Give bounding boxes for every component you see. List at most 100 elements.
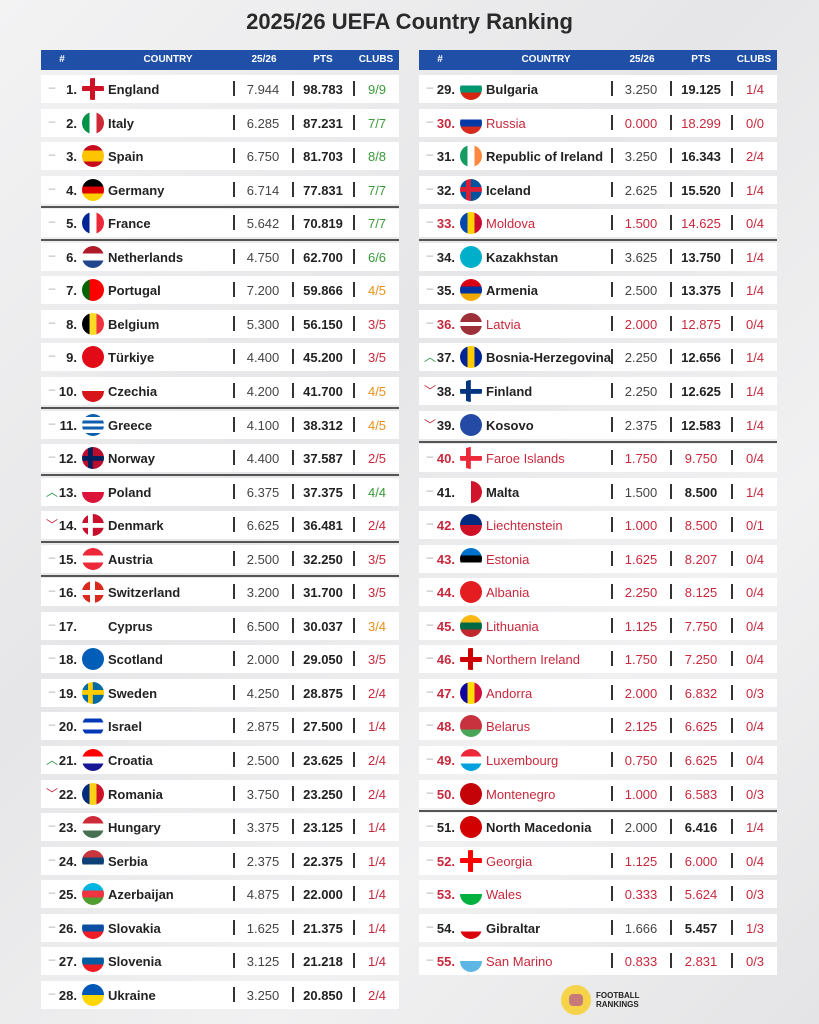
divider (233, 684, 235, 700)
trend-same-icon: – (426, 516, 434, 531)
season-points: 1.666 (624, 920, 658, 936)
divider (353, 181, 355, 197)
trend-same-icon: – (426, 583, 434, 598)
total-points: 22.000 (303, 887, 343, 903)
season-points: 0.833 (624, 954, 658, 970)
table-header: # COUNTRY 25/26 PTS CLUBS (419, 50, 777, 70)
flag-icon (460, 178, 482, 201)
divider (292, 819, 294, 835)
total-points: 6.416 (684, 820, 718, 836)
divider (731, 349, 733, 365)
rank: 36. (436, 316, 455, 332)
rank: 41. (436, 484, 455, 500)
clubs-remaining: 4/5 (367, 417, 387, 433)
country-name: Denmark (108, 518, 164, 534)
clubs-remaining: 3/5 (367, 316, 387, 332)
clubs-remaining: 1/4 (745, 249, 765, 265)
divider (611, 785, 613, 801)
divider (731, 416, 733, 432)
table-row: –10. Czechia 4.200 41.700 4/5 (41, 376, 399, 405)
flag-icon (82, 749, 104, 771)
rank: 38. (436, 383, 455, 399)
rank: 22. (58, 786, 77, 802)
rank: 8. (66, 316, 77, 332)
divider (670, 382, 672, 398)
divider (233, 81, 235, 96)
table-row: ︿ 21. Croatia 2.500 23.625 2/4 (41, 746, 399, 774)
total-points: 8.207 (684, 551, 718, 567)
clubs-remaining: 6/6 (367, 249, 387, 265)
season-points: 2.500 (246, 551, 280, 567)
divider (731, 517, 733, 533)
rank: 28. (58, 987, 77, 1003)
rank: 45. (436, 618, 455, 634)
rank: 21. (58, 753, 77, 768)
clubs-remaining: 4/5 (367, 383, 387, 399)
table-row: –32. Iceland 2.625 15.520 1/4 (419, 175, 777, 204)
trend-same-icon: – (426, 751, 434, 765)
season-points: 3.250 (624, 82, 658, 97)
clubs-remaining: 0/4 (745, 618, 765, 634)
total-points: 8.125 (684, 585, 718, 601)
divider (731, 852, 733, 868)
rank: 13. (58, 484, 77, 500)
divider (233, 819, 235, 835)
season-points: 3.200 (246, 585, 280, 601)
table-row: –34. Kazakhstan 3.625 13.750 1/4 (419, 242, 777, 271)
divider (731, 282, 733, 298)
header-season: 25/26 (629, 54, 655, 65)
divider (611, 282, 613, 298)
header-clubs: CLUBS (736, 54, 772, 65)
rank: 46. (436, 652, 455, 668)
total-points: 45.200 (303, 350, 343, 366)
flag-icon (82, 413, 104, 436)
divider (233, 919, 235, 935)
country-name: Andorra (486, 685, 533, 701)
clubs-remaining: 0/4 (745, 316, 765, 332)
trend-same-icon: – (48, 80, 56, 94)
total-points: 2.831 (684, 954, 718, 970)
total-points: 37.587 (303, 451, 343, 467)
divider (233, 349, 235, 365)
season-points: 1.000 (624, 518, 658, 534)
clubs-remaining: 1/4 (745, 383, 765, 399)
divider (731, 114, 733, 130)
flag-icon (82, 312, 104, 335)
season-points: 2.125 (624, 719, 658, 735)
clubs-remaining: 3/5 (367, 350, 387, 366)
divider (233, 550, 235, 566)
season-points: 4.400 (246, 350, 280, 366)
clubs-remaining: 0/4 (745, 853, 765, 869)
season-points: 2.000 (246, 652, 280, 668)
divider (731, 483, 733, 499)
country-name: Malta (486, 484, 520, 500)
trend-same-icon: – (426, 80, 434, 94)
trend-same-icon: – (426, 147, 434, 162)
divider (233, 886, 235, 902)
rank: 15. (58, 551, 77, 567)
total-points: 29.050 (303, 652, 343, 668)
total-points: 81.703 (303, 149, 343, 165)
divider (353, 517, 355, 533)
divider (233, 517, 235, 533)
trend-same-icon: – (426, 717, 434, 732)
trend-same-icon: – (48, 952, 56, 967)
clubs-remaining: 2/4 (745, 149, 765, 165)
season-points: 6.750 (246, 149, 280, 165)
divider (233, 215, 235, 231)
clubs-remaining: 7/7 (367, 115, 387, 131)
total-points: 20.850 (303, 987, 343, 1003)
country-name: Bulgaria (486, 82, 539, 97)
trend-same-icon: – (426, 113, 434, 128)
flag-icon (460, 614, 482, 637)
flag-icon (460, 111, 482, 134)
total-points: 12.656 (681, 350, 721, 366)
trend-same-icon: – (48, 247, 56, 262)
table-row: –7. Portugal 7.200 59.866 4/5 (41, 276, 399, 305)
flag-icon (460, 782, 482, 805)
flag-icon (82, 581, 104, 604)
flag-icon (460, 849, 482, 872)
divider (292, 953, 294, 969)
divider (731, 785, 733, 801)
divider (292, 886, 294, 902)
